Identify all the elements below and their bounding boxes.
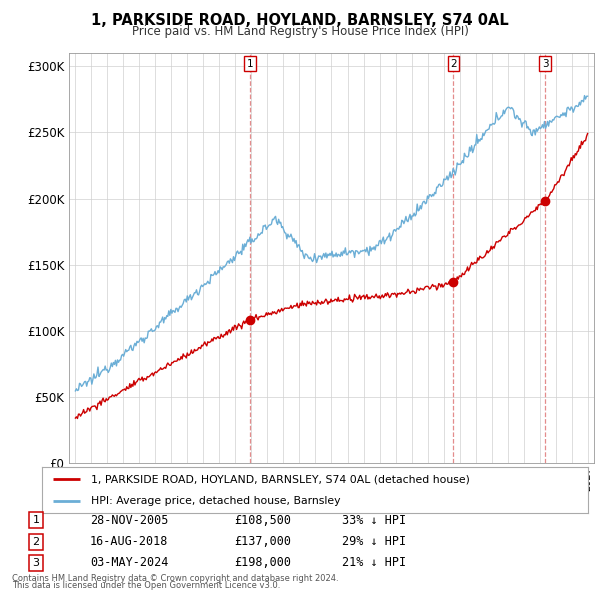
Text: 29% ↓ HPI: 29% ↓ HPI [342,535,406,548]
Text: £108,500: £108,500 [234,514,291,527]
Text: £137,000: £137,000 [234,535,291,548]
Text: 3: 3 [32,558,40,568]
Text: 2: 2 [32,537,40,546]
Text: 3: 3 [542,58,548,68]
Text: 2: 2 [450,58,457,68]
Text: 21% ↓ HPI: 21% ↓ HPI [342,556,406,569]
Text: This data is licensed under the Open Government Licence v3.0.: This data is licensed under the Open Gov… [12,581,280,590]
Text: HPI: Average price, detached house, Barnsley: HPI: Average price, detached house, Barn… [91,496,341,506]
Text: Contains HM Land Registry data © Crown copyright and database right 2024.: Contains HM Land Registry data © Crown c… [12,573,338,583]
Text: 1, PARKSIDE ROAD, HOYLAND, BARNSLEY, S74 0AL: 1, PARKSIDE ROAD, HOYLAND, BARNSLEY, S74… [91,13,509,28]
Text: 16-AUG-2018: 16-AUG-2018 [90,535,169,548]
Text: 33% ↓ HPI: 33% ↓ HPI [342,514,406,527]
Text: Price paid vs. HM Land Registry's House Price Index (HPI): Price paid vs. HM Land Registry's House … [131,25,469,38]
Text: 1: 1 [32,516,40,525]
Text: 28-NOV-2005: 28-NOV-2005 [90,514,169,527]
Text: £198,000: £198,000 [234,556,291,569]
Text: 1: 1 [247,58,253,68]
Text: 03-MAY-2024: 03-MAY-2024 [90,556,169,569]
Text: 1, PARKSIDE ROAD, HOYLAND, BARNSLEY, S74 0AL (detached house): 1, PARKSIDE ROAD, HOYLAND, BARNSLEY, S74… [91,474,470,484]
